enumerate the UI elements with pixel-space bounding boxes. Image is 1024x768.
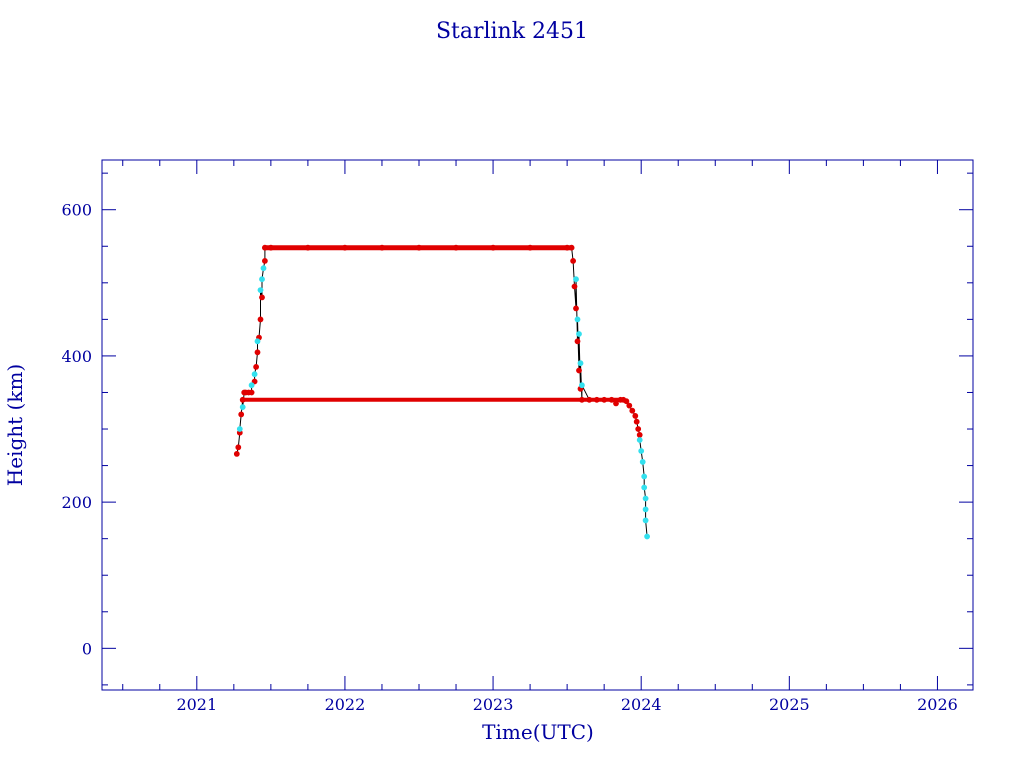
data-point-cyan — [573, 276, 579, 283]
axis-tick-labels: 2021 2022 2023 2024 2025 2026 0 200 400 600 — [61, 201, 957, 714]
y-tick-label: 400 — [61, 347, 92, 366]
data-point-red — [636, 431, 643, 438]
data-point-red — [238, 411, 245, 418]
data-point-cyan — [577, 360, 584, 367]
height-trajectory — [236, 247, 648, 537]
data-point-cyan — [638, 448, 645, 454]
x-tick-label: 2023 — [473, 695, 514, 714]
data-point-red — [233, 450, 240, 457]
data-point-red — [633, 418, 640, 425]
data-point-red — [235, 444, 242, 451]
data-point-red — [259, 294, 265, 301]
x-tick-label: 2025 — [769, 695, 810, 714]
data-point-cyan — [642, 495, 649, 502]
data-points — [233, 244, 650, 540]
data-point-cyan — [251, 371, 258, 378]
data-point-cyan — [260, 265, 267, 272]
data-point-red — [257, 316, 264, 323]
data-point-red — [253, 363, 259, 370]
data-point-cyan — [639, 458, 646, 465]
data-point-cyan — [579, 382, 585, 389]
data-point-red — [251, 378, 258, 385]
plot-frame — [101, 159, 974, 691]
axis-ticks — [102, 160, 973, 690]
data-point-cyan — [574, 316, 581, 323]
data-point-cyan — [641, 473, 648, 480]
data-point-cyan — [236, 426, 243, 432]
data-point-red — [576, 367, 582, 374]
data-point-red — [626, 402, 633, 409]
x-tick-label: 2021 — [176, 695, 217, 714]
data-point-cyan — [641, 484, 648, 491]
x-tick-label: 2026 — [917, 695, 958, 714]
data-point-red — [573, 305, 579, 312]
data-point-cyan — [239, 404, 246, 410]
data-point-red — [632, 412, 639, 419]
data-point-cyan — [576, 331, 582, 337]
data-point-red — [570, 257, 576, 264]
data-point-cyan — [642, 517, 649, 524]
data-point-cyan — [642, 506, 649, 513]
data-point-red — [254, 349, 261, 356]
y-tick-label: 600 — [61, 201, 92, 220]
data-point-red — [635, 426, 642, 432]
data-point-cyan — [259, 276, 265, 283]
x-tick-label: 2024 — [621, 695, 662, 714]
data-point-cyan — [644, 533, 650, 540]
y-tick-label: 0 — [82, 639, 92, 658]
y-tick-label: 200 — [61, 493, 92, 512]
data-point-cyan — [636, 437, 643, 443]
data-point-red — [571, 283, 578, 290]
chart-title: Starlink 2451 — [436, 19, 588, 44]
data-point-cyan — [248, 382, 255, 389]
x-axis-title: Time(UTC) — [482, 720, 594, 744]
data-point-red — [574, 338, 581, 345]
data-point-red — [623, 398, 630, 405]
x-tick-label: 2022 — [325, 695, 366, 714]
y-axis-title: Height (km) — [3, 364, 27, 486]
data-point-red — [629, 407, 636, 414]
data-point-cyan — [254, 338, 261, 345]
data-point-cyan — [257, 287, 264, 293]
trajectory-line — [236, 247, 648, 537]
data-point-red — [261, 257, 268, 264]
